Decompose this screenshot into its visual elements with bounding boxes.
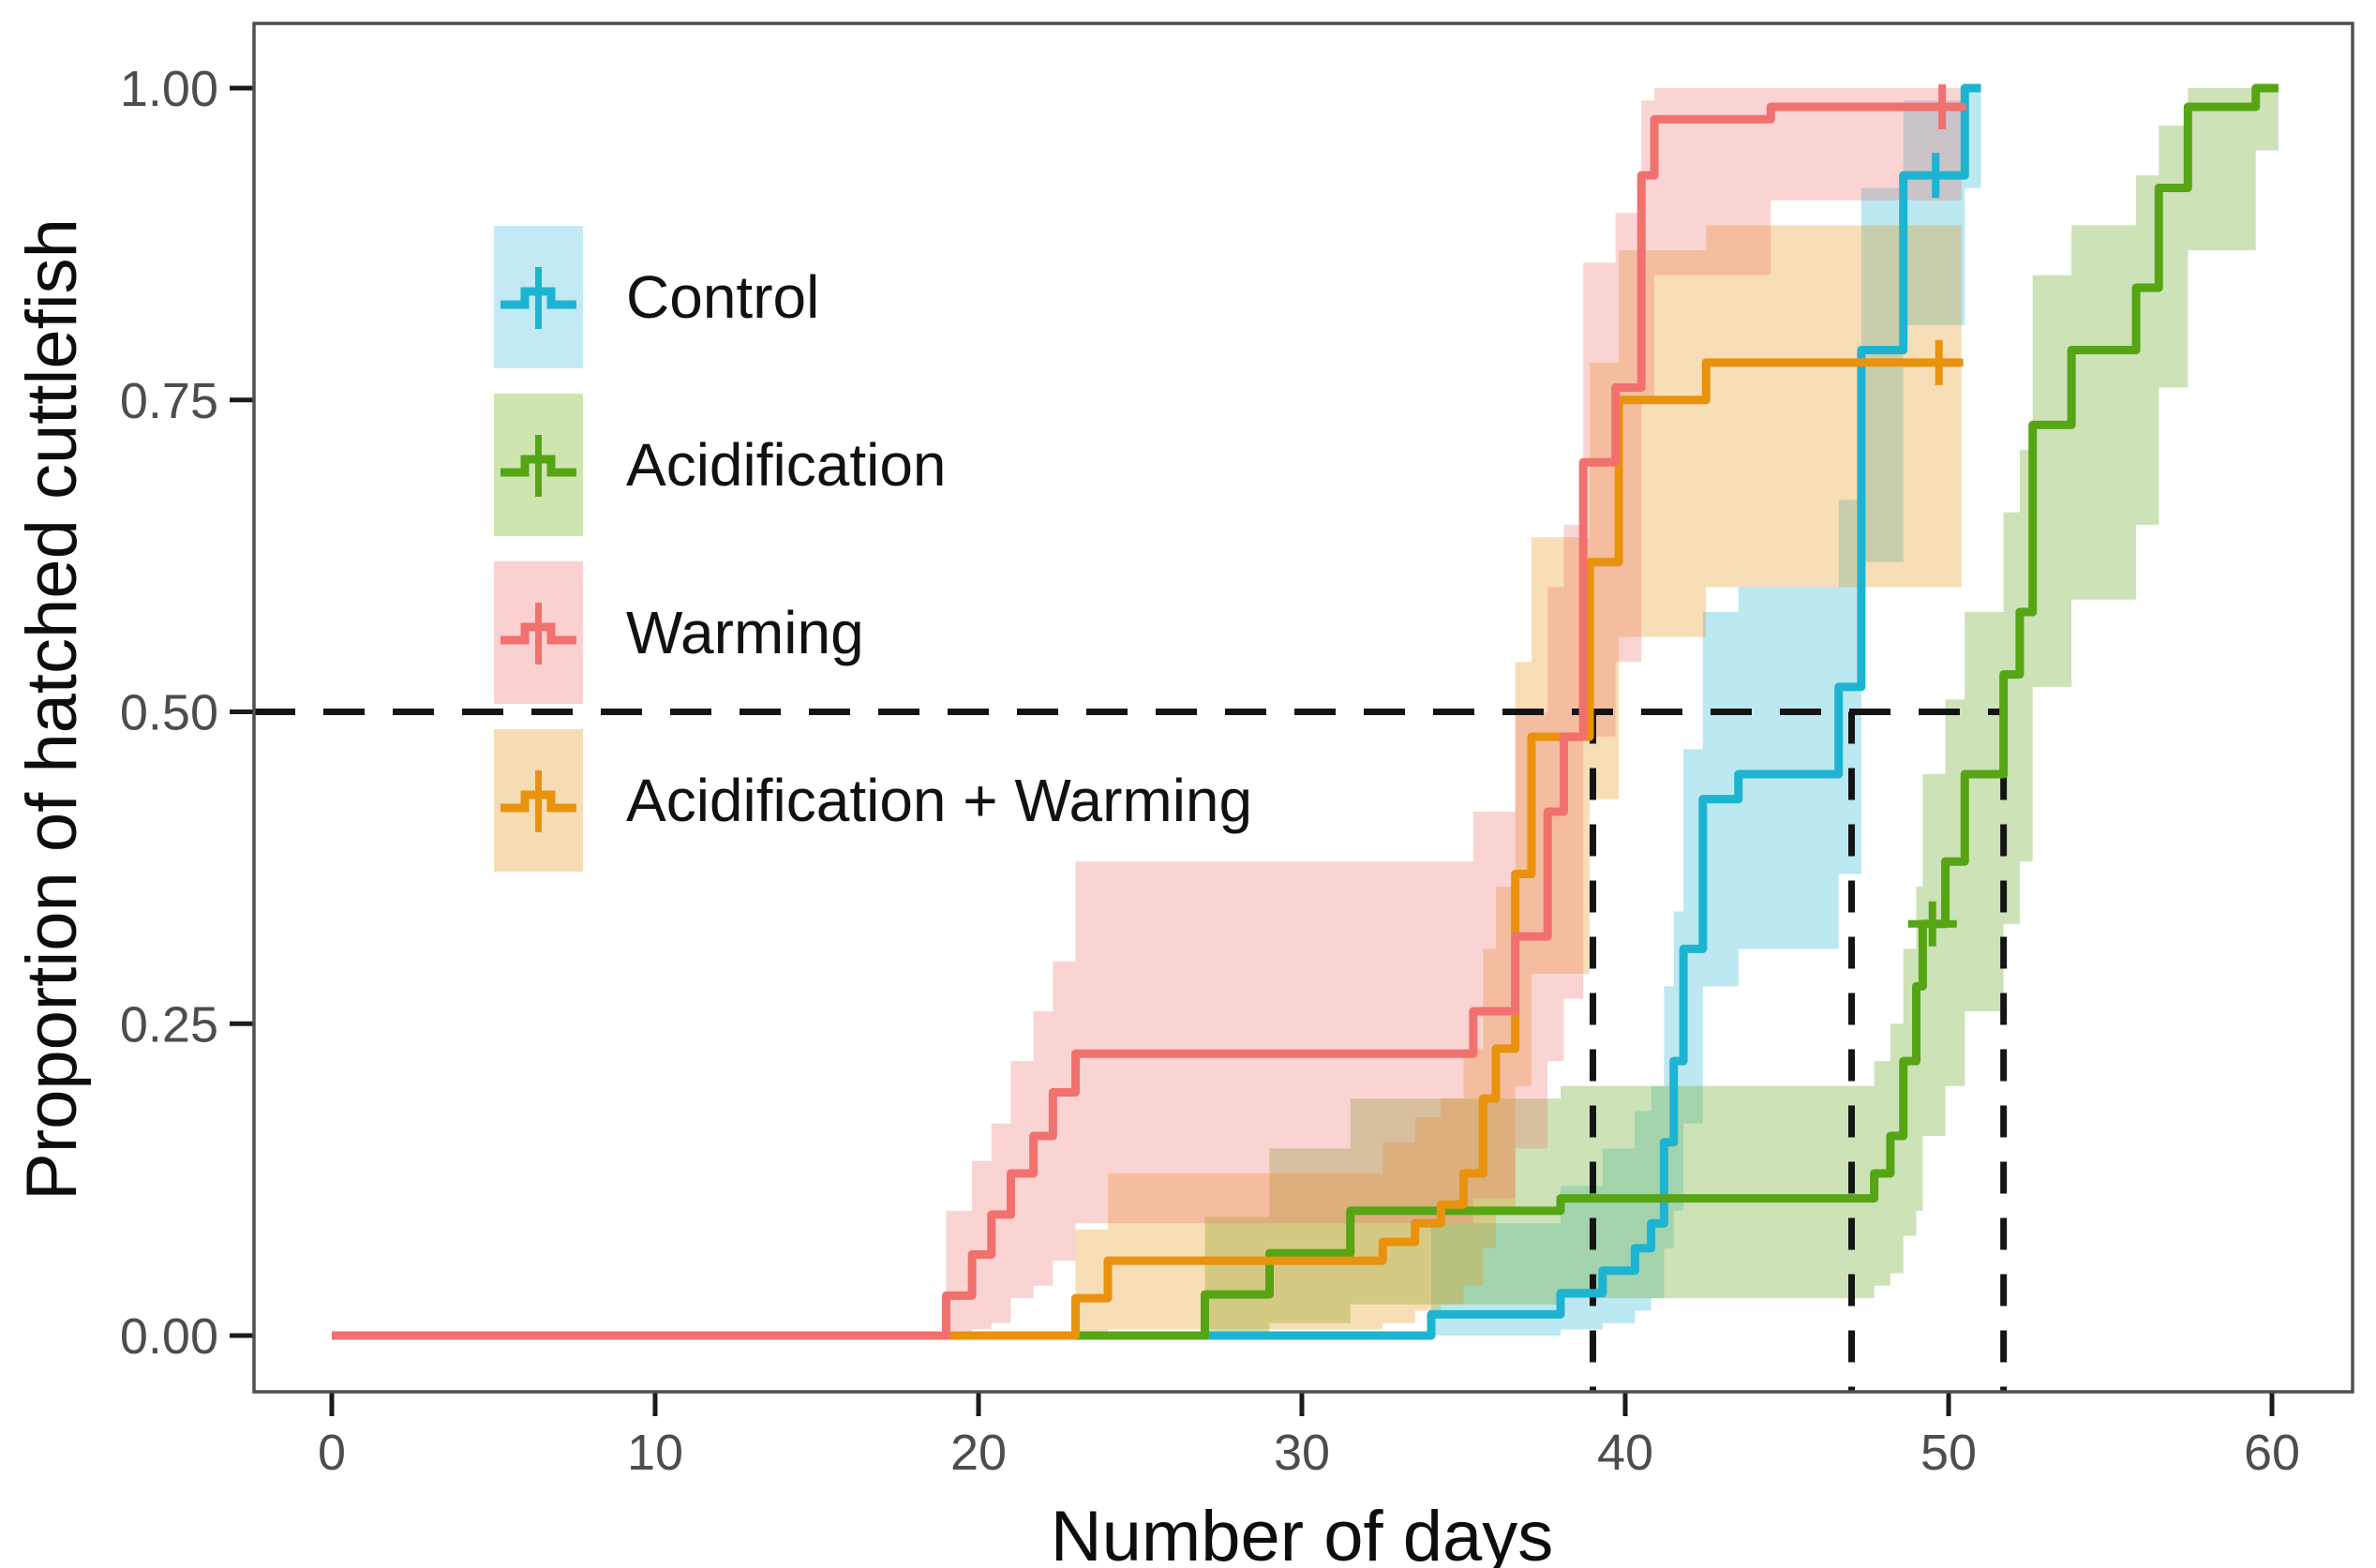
y-tick-label: 0.25 — [120, 996, 218, 1053]
acidification-confidence-band — [1204, 88, 2279, 1336]
x-tick-label: 60 — [2244, 1425, 2300, 1481]
y-tick-label: 0.00 — [120, 1308, 218, 1365]
x-tick-label: 40 — [1597, 1425, 1653, 1481]
warming-confidence-band — [946, 88, 1962, 1336]
control-confidence-band — [1431, 88, 1981, 1336]
control-curve — [332, 83, 1981, 1340]
y-tick-label: 0.50 — [120, 685, 218, 741]
y-tick-label: 0.75 — [120, 373, 218, 429]
acidification-warming-curve — [332, 358, 1962, 1340]
acidification-warming-confidence-band — [1075, 225, 1962, 1336]
x-tick-label: 50 — [1920, 1425, 1977, 1481]
acidification-curve — [332, 83, 2279, 1340]
warming-curve — [332, 102, 1962, 1340]
x-tick-label: 20 — [950, 1425, 1007, 1481]
x-tick-label: 0 — [318, 1425, 346, 1481]
panel-border — [252, 22, 2354, 1394]
x-tick-label: 30 — [1274, 1425, 1330, 1481]
y-tick-label: 1.00 — [120, 61, 218, 117]
x-axis-title: Number of days — [1050, 1497, 1554, 1568]
x-tick-label: 10 — [627, 1425, 683, 1481]
y-axis-title: Proportion of hatched cuttlefish — [12, 218, 92, 1201]
